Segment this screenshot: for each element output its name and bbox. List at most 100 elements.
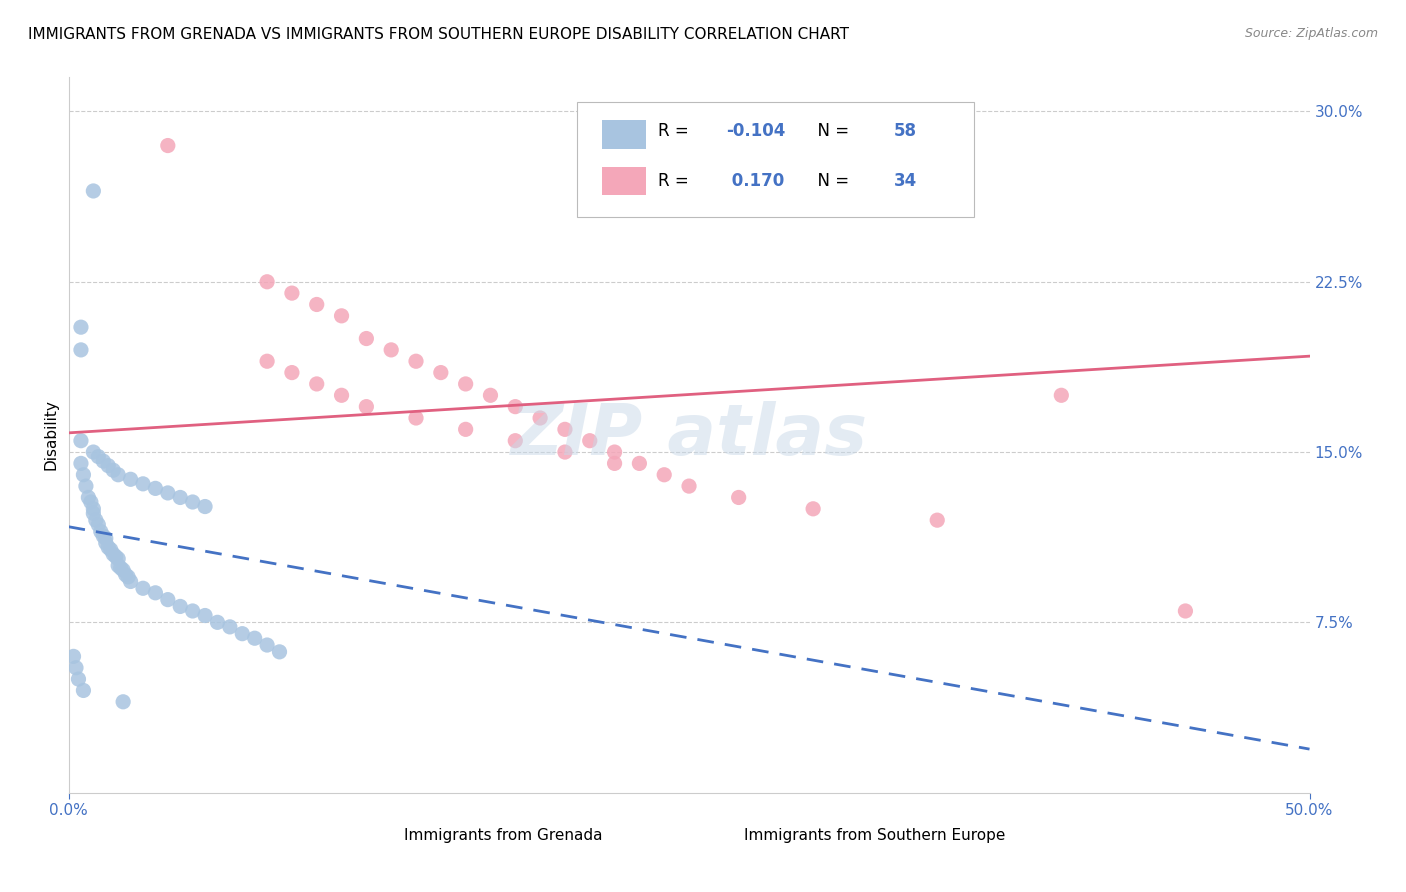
Text: 34: 34 (894, 172, 917, 190)
Point (104, 549, 127, 564)
Text: Immigrants from Grenada: Immigrants from Grenada (404, 828, 602, 843)
Point (94, 532, 117, 546)
Point (97, 458, 120, 473)
Y-axis label: Disability: Disability (44, 400, 58, 470)
Point (1050, 388, 1073, 402)
Point (479, 388, 502, 402)
Point (727, 491, 749, 505)
FancyBboxPatch shape (676, 825, 702, 847)
Point (430, 366, 453, 380)
Point (80, 495, 103, 509)
Point (281, 366, 304, 380)
Point (405, 411, 427, 425)
Point (107, 551, 129, 566)
Point (82, 507, 104, 521)
Point (330, 388, 353, 402)
Point (132, 476, 155, 491)
Point (454, 376, 477, 391)
Point (145, 482, 167, 496)
Point (70, 343, 93, 357)
Point (801, 501, 824, 516)
Point (87, 517, 110, 532)
Point (103, 463, 125, 477)
Point (243, 631, 266, 645)
Text: R =: R = (658, 122, 695, 140)
Point (503, 400, 526, 414)
Point (578, 434, 600, 448)
Point (120, 574, 142, 589)
Point (652, 467, 675, 482)
Point (169, 599, 191, 614)
Point (70, 434, 93, 448)
Point (156, 486, 179, 500)
Point (156, 592, 179, 607)
Point (62, 649, 84, 664)
Point (678, 479, 700, 493)
Point (256, 638, 278, 652)
Point (82, 184, 104, 198)
Point (82, 501, 104, 516)
Point (529, 411, 551, 425)
Text: 58: 58 (894, 122, 917, 140)
Point (1174, 604, 1197, 618)
Point (103, 547, 125, 561)
Point (603, 457, 626, 471)
Point (112, 563, 135, 577)
Point (132, 582, 155, 596)
Point (72, 683, 94, 698)
Point (281, 286, 304, 301)
Point (503, 434, 526, 448)
Point (554, 445, 576, 459)
Point (218, 620, 240, 634)
Point (94, 536, 117, 550)
Point (107, 467, 129, 482)
FancyBboxPatch shape (578, 103, 974, 217)
Point (145, 586, 167, 600)
Point (87, 450, 110, 464)
Point (305, 376, 328, 391)
Point (405, 354, 427, 368)
Text: 0.170: 0.170 (727, 172, 785, 190)
Point (75, 479, 97, 493)
Point (305, 297, 328, 311)
Point (90, 524, 112, 539)
Point (82, 445, 104, 459)
Point (107, 558, 129, 573)
Text: N =: N = (807, 122, 855, 140)
Text: N =: N = (807, 172, 855, 190)
Point (114, 567, 136, 582)
Text: Source: ZipAtlas.com: Source: ZipAtlas.com (1244, 27, 1378, 40)
Point (269, 645, 291, 659)
Point (380, 343, 402, 357)
Point (256, 275, 278, 289)
Point (97, 541, 120, 555)
Point (194, 608, 217, 623)
Point (110, 561, 132, 575)
Point (91, 529, 114, 543)
Point (454, 422, 477, 436)
Text: IMMIGRANTS FROM GRENADA VS IMMIGRANTS FROM SOUTHERN EUROPE DISABILITY CORRELATIO: IMMIGRANTS FROM GRENADA VS IMMIGRANTS FR… (28, 27, 849, 42)
Point (927, 513, 949, 527)
Point (156, 138, 179, 153)
Point (70, 457, 93, 471)
Point (77, 491, 100, 505)
FancyBboxPatch shape (602, 167, 645, 195)
Point (603, 445, 626, 459)
Point (72, 467, 94, 482)
Text: -0.104: -0.104 (727, 122, 786, 140)
Point (169, 491, 191, 505)
Point (356, 332, 378, 346)
FancyBboxPatch shape (602, 120, 645, 149)
Point (356, 400, 378, 414)
Point (65, 661, 87, 675)
Text: Immigrants from Southern Europe: Immigrants from Southern Europe (745, 828, 1005, 843)
Point (181, 495, 204, 509)
Point (628, 457, 651, 471)
Point (70, 320, 93, 334)
Point (91, 454, 114, 468)
Point (194, 500, 217, 514)
Point (117, 570, 139, 584)
Point (112, 695, 135, 709)
Point (231, 626, 253, 640)
Point (554, 422, 576, 436)
